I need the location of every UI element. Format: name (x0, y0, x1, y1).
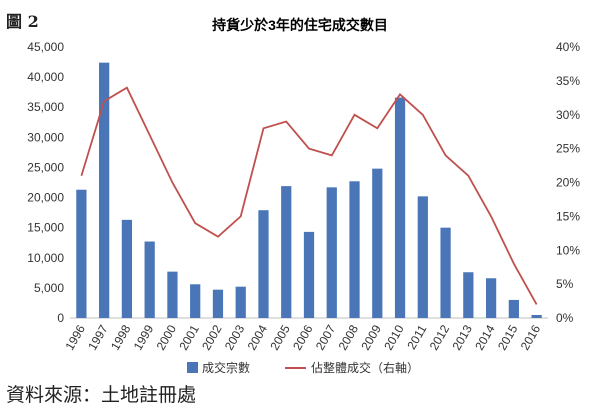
x-tick-label: 2009 (358, 322, 384, 352)
bar-1999 (144, 241, 155, 318)
bar-2014 (485, 278, 497, 318)
bar-2008 (349, 181, 360, 318)
bar-2012 (440, 227, 451, 318)
y2-tick-label: 25% (556, 142, 580, 156)
x-tick-label: 2014 (472, 322, 498, 352)
x-tick-labels: 1996199719981999200020012002200320042005… (63, 322, 544, 352)
figure-label: 圖 2 (6, 12, 39, 31)
legend: 成交宗數 佔整體成交（右軸） (187, 360, 419, 375)
y-tick-label: 25,000 (27, 160, 64, 174)
y2-tick-label: 40% (556, 40, 580, 54)
y2-tick-label: 30% (556, 108, 580, 122)
chart-title: 持貨少於3年的住宅成交數目 (212, 17, 388, 33)
axes: 0 5,000 10,000 15,000 20,000 25,000 30,000 35,0… (27, 40, 580, 325)
x-tick-label: 2001 (176, 322, 202, 352)
bar-2011 (417, 196, 428, 318)
y2-tick-label: 20% (556, 176, 580, 190)
bar-2001 (190, 284, 201, 318)
bar-2013 (463, 272, 474, 318)
bar-2004 (258, 210, 269, 318)
y2-tick-label: 35% (556, 74, 580, 88)
y-tick-label: 30,000 (27, 130, 64, 144)
y-tick-label: 10,000 (27, 251, 64, 265)
legend-label-line: 佔整體成交（右軸） (311, 360, 419, 375)
line-series (80, 86, 538, 305)
bar-1996 (76, 189, 87, 318)
y-tick-label: 0 (57, 311, 64, 325)
x-tick-label: 2005 (267, 322, 293, 352)
bar-1997 (99, 62, 110, 318)
bar-2005 (281, 186, 292, 318)
x-tick-label: 2011 (404, 322, 429, 352)
x-tick-label: 2000 (154, 322, 180, 352)
y2-tick-label: 5% (556, 277, 574, 291)
y2-tick-label: 10% (556, 243, 580, 257)
legend-swatch-bars (187, 362, 198, 373)
x-tick-label: 2015 (495, 322, 521, 352)
x-tick-label: 2002 (199, 322, 225, 352)
y-tick-label: 5,000 (34, 281, 64, 295)
bar-2015 (508, 299, 519, 318)
x-tick-label: 2013 (449, 322, 475, 352)
x-tick-label: 1998 (108, 322, 134, 352)
x-tick-label: 2004 (245, 322, 271, 352)
x-tick-label: 1997 (85, 322, 111, 352)
x-tick-label: 1999 (131, 322, 157, 352)
bar-2002 (212, 289, 224, 318)
bar-2010 (394, 97, 406, 318)
x-tick-label: 2010 (381, 322, 407, 352)
x-tick-label: 2016 (518, 322, 544, 352)
y-tick-label: 40,000 (27, 70, 64, 84)
bar-1998 (121, 219, 133, 318)
bar-2016 (531, 314, 542, 318)
y-tick-label: 15,000 (27, 221, 64, 235)
x-tick-label: 2012 (427, 322, 453, 352)
y-tick-label: 20,000 (27, 191, 64, 205)
bar-2009 (372, 168, 383, 318)
y2-tick-label: 15% (556, 209, 580, 223)
bar-2003 (235, 286, 246, 318)
bar-2007 (326, 187, 337, 318)
y2-tick-label: 0% (556, 311, 574, 325)
x-tick-label: 2006 (290, 322, 316, 352)
y-tick-label: 45,000 (27, 40, 64, 54)
x-tick-label: 1996 (63, 322, 89, 352)
bar-2006 (303, 231, 315, 318)
x-tick-label: 2008 (336, 322, 362, 352)
x-tick-label: 2007 (313, 322, 339, 352)
y-tick-label: 35,000 (27, 100, 64, 114)
bar-series (76, 62, 542, 318)
source-note: 資料來源：土地註冊處 (6, 384, 197, 406)
x-tick-label: 2003 (222, 322, 248, 352)
legend-label-bars: 成交宗數 (202, 360, 250, 375)
bar-2000 (167, 271, 178, 318)
